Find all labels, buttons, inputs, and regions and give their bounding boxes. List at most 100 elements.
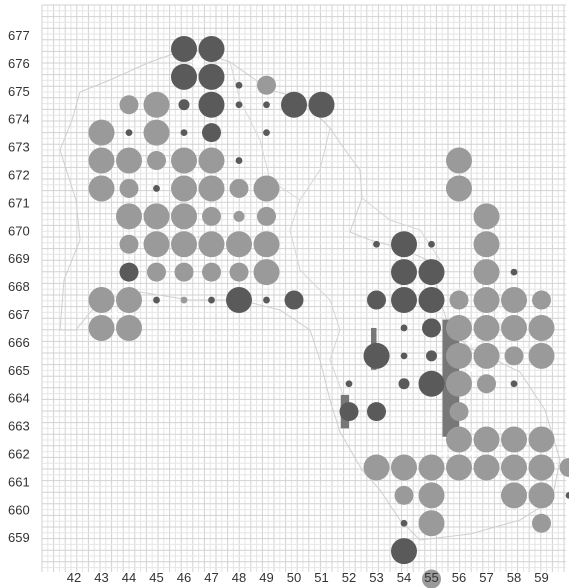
density-dot bbox=[233, 210, 245, 222]
density-dot bbox=[171, 175, 197, 202]
density-dot bbox=[153, 296, 160, 304]
density-dot bbox=[116, 203, 142, 230]
density-dot bbox=[446, 426, 472, 453]
sparkle-marker bbox=[109, 308, 122, 320]
density-dot bbox=[174, 262, 194, 282]
density-dot bbox=[263, 101, 270, 109]
density-dot bbox=[257, 206, 276, 226]
density-dot bbox=[446, 175, 472, 202]
density-dot bbox=[226, 231, 252, 258]
density-dot bbox=[153, 185, 160, 192]
density-dot bbox=[446, 370, 472, 397]
y-tick-label: 660 bbox=[8, 502, 30, 517]
density-dot bbox=[88, 287, 115, 314]
x-tick-label: 51 bbox=[314, 570, 328, 585]
x-tick-label: 42 bbox=[67, 570, 81, 585]
density-dot bbox=[473, 314, 500, 341]
density-dot bbox=[180, 296, 188, 304]
density-dot bbox=[398, 378, 410, 390]
density-dot bbox=[171, 203, 197, 230]
density-dot bbox=[198, 35, 225, 62]
sparkle-marker bbox=[466, 447, 479, 460]
density-dot bbox=[422, 318, 441, 338]
density-dot bbox=[400, 352, 408, 360]
density-dot bbox=[208, 296, 215, 304]
density-dot bbox=[226, 287, 252, 314]
density-dot bbox=[147, 151, 166, 171]
sparkle-marker bbox=[466, 335, 479, 348]
x-tick-label: 52 bbox=[342, 570, 356, 585]
sparkle-marker bbox=[411, 280, 424, 293]
density-dot bbox=[391, 287, 417, 314]
y-tick-label: 667 bbox=[8, 307, 30, 322]
y-tick-label: 664 bbox=[8, 391, 30, 406]
density-dot bbox=[532, 290, 551, 310]
density-dot bbox=[229, 178, 249, 198]
density-dot bbox=[559, 457, 569, 477]
density-dot bbox=[253, 259, 280, 286]
density-dot bbox=[528, 482, 555, 509]
density-dot bbox=[446, 147, 472, 174]
x-tick-label: 58 bbox=[507, 570, 521, 585]
x-tick-label: 56 bbox=[452, 570, 466, 585]
density-dot bbox=[229, 262, 249, 282]
density-dot bbox=[504, 346, 524, 366]
density-dot bbox=[565, 491, 569, 499]
density-dot bbox=[391, 231, 417, 258]
density-dot bbox=[116, 314, 142, 341]
y-tick-label: 661 bbox=[8, 474, 30, 489]
y-tick-label: 673 bbox=[8, 140, 30, 155]
density-dot bbox=[400, 324, 408, 332]
density-dot bbox=[345, 380, 353, 388]
density-dot bbox=[235, 101, 243, 109]
y-tick-label: 662 bbox=[8, 447, 30, 462]
density-dot bbox=[510, 268, 518, 276]
density-dot bbox=[198, 63, 225, 90]
y-tick-label: 668 bbox=[8, 279, 30, 294]
density-dot bbox=[477, 374, 496, 394]
density-dot bbox=[178, 99, 190, 111]
x-tick-label: 45 bbox=[149, 570, 163, 585]
y-tick-label: 670 bbox=[8, 223, 30, 238]
density-dot bbox=[528, 454, 555, 481]
density-dot bbox=[449, 402, 469, 422]
density-dot bbox=[446, 314, 472, 341]
x-tick-label: 48 bbox=[232, 570, 246, 585]
density-dot bbox=[501, 287, 527, 314]
density-dot bbox=[473, 342, 500, 369]
y-tick-label: 669 bbox=[8, 251, 30, 266]
x-tick-label: 54 bbox=[397, 570, 411, 585]
density-dot bbox=[235, 157, 243, 164]
density-dot bbox=[528, 426, 555, 453]
density-dot bbox=[171, 147, 197, 174]
density-dot bbox=[235, 81, 243, 89]
density-dot bbox=[532, 513, 551, 533]
density-dot bbox=[88, 175, 115, 202]
density-dot bbox=[263, 296, 270, 304]
sparkle-marker bbox=[191, 168, 204, 181]
density-dot bbox=[88, 314, 115, 341]
density-dot bbox=[501, 482, 527, 509]
density-dot bbox=[418, 454, 445, 481]
density-dot bbox=[363, 342, 390, 369]
density-dot bbox=[473, 203, 500, 230]
x-tick-label: 49 bbox=[259, 570, 273, 585]
y-tick-label: 672 bbox=[8, 168, 30, 183]
density-dot bbox=[171, 35, 197, 62]
density-dot bbox=[202, 262, 221, 282]
x-tick-label: 57 bbox=[479, 570, 493, 585]
sparkle-marker bbox=[439, 447, 452, 460]
sparkle-marker bbox=[466, 363, 479, 376]
density-dot bbox=[394, 485, 414, 505]
density-dot bbox=[391, 454, 417, 481]
density-dot bbox=[119, 95, 139, 115]
sparkle-marker bbox=[494, 308, 507, 320]
density-dot bbox=[473, 426, 500, 453]
density-dot bbox=[391, 259, 417, 286]
y-axis-labels: 677 676 675 674 673 672 671 670 669 668 667 666 665 6… bbox=[8, 28, 30, 545]
y-tick-label: 675 bbox=[8, 84, 30, 99]
density-dot bbox=[391, 538, 417, 565]
density-dot bbox=[180, 129, 188, 137]
